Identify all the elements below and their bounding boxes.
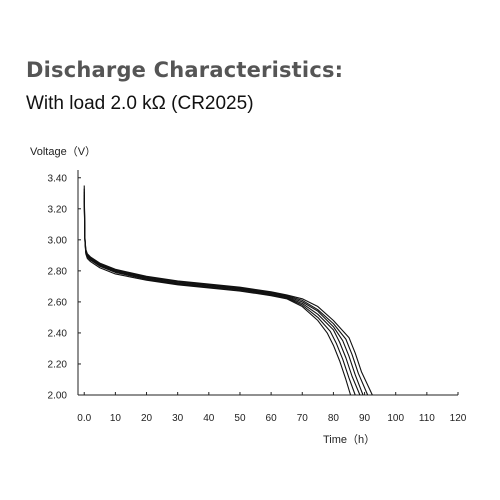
x-tick-label: 40 xyxy=(203,413,215,424)
x-tick-label: 70 xyxy=(297,413,309,424)
y-tick-label: 3.00 xyxy=(48,235,68,246)
discharge-curve-1 xyxy=(83,185,352,396)
discharge-curve-2 xyxy=(83,188,356,396)
x-tick-label: 60 xyxy=(266,413,278,424)
y-tick-label: 2.20 xyxy=(48,359,68,370)
y-axis-label: Voltage（V） xyxy=(30,145,96,158)
x-tick-label: 120 xyxy=(450,413,467,424)
y-tick-label: 3.20 xyxy=(48,204,68,215)
axes xyxy=(77,170,459,396)
x-tick-label: 80 xyxy=(328,413,340,424)
series-lines xyxy=(83,185,373,396)
x-tick-label: 30 xyxy=(172,413,184,424)
discharge-curve-3 xyxy=(83,191,361,396)
x-tick-label: 110 xyxy=(419,413,435,424)
tick-labels: 2.00 2.20 2.40 2.60 2.80 3.00 3.20 3.40 0.0 10 20 3… xyxy=(48,173,467,424)
x-axis-label: Time（h） xyxy=(323,433,375,446)
discharge-curve-4 xyxy=(83,194,364,396)
x-tick-label: 100 xyxy=(387,413,404,424)
y-tick-label: 2.00 xyxy=(48,391,68,402)
y-tick-label: 2.80 xyxy=(48,266,68,277)
discharge-curve-5 xyxy=(83,197,369,396)
x-tick-label: 90 xyxy=(359,413,371,424)
x-tick-label: 10 xyxy=(110,413,122,424)
x-tick-label: 20 xyxy=(141,413,153,424)
chart-subtitle: With load 2.0 kΩ (CR2025) xyxy=(26,93,254,114)
y-tick-label: 2.40 xyxy=(48,328,68,339)
y-tick-label: 2.60 xyxy=(48,297,68,308)
chart-title: Discharge Characteristics: xyxy=(26,58,344,82)
y-tick-label: 3.40 xyxy=(48,173,68,184)
x-tick-label: 50 xyxy=(234,413,246,424)
discharge-curve-6 xyxy=(83,201,373,396)
x-tick-label: 0.0 xyxy=(77,413,91,424)
